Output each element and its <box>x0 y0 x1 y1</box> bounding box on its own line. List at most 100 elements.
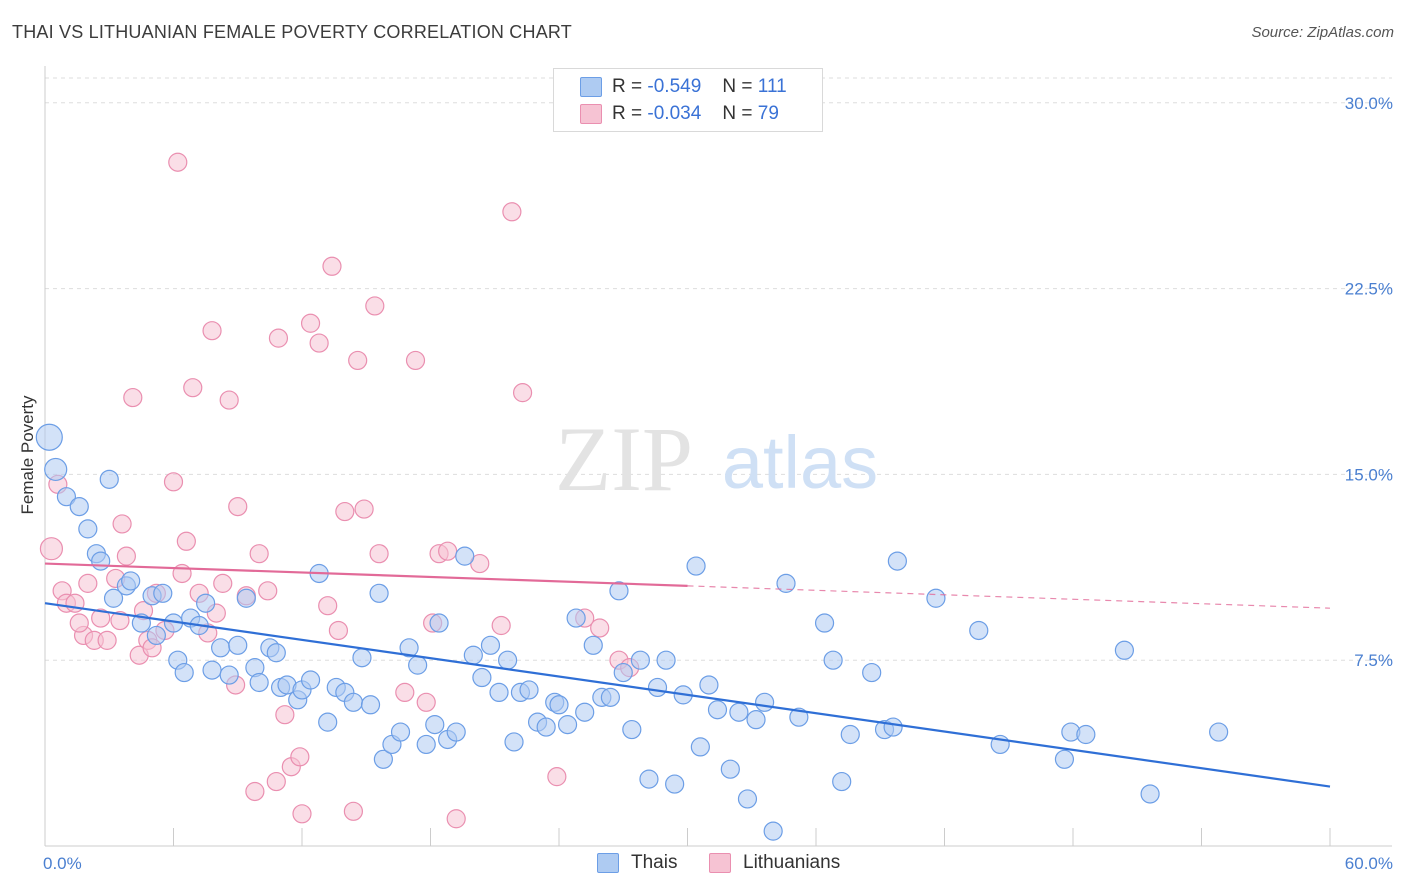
legend-label-lithuanians: Lithuanians <box>743 852 841 873</box>
lithuanians-point <box>343 801 363 821</box>
lithuanians-point <box>446 809 466 829</box>
lithuanians-point <box>268 328 289 348</box>
thais-point <box>1209 722 1229 742</box>
thais-point <box>609 581 629 601</box>
lithuanians-point <box>348 350 368 371</box>
thais-point <box>823 650 843 670</box>
thais-point <box>613 662 633 683</box>
thais-point <box>566 608 586 628</box>
thais-point <box>202 660 222 680</box>
lithuanians-point <box>91 608 111 628</box>
lithuanians-trend-line <box>44 562 688 587</box>
thais-point <box>174 662 194 683</box>
thais-point <box>622 719 642 740</box>
thais-point <box>519 680 539 700</box>
legend-swatch-lithuanians <box>709 853 731 873</box>
thais-point <box>266 643 286 663</box>
legend-r-label: R = <box>612 76 643 97</box>
thais-point <box>656 650 676 670</box>
chart-source: Source: ZipAtlas.com <box>1251 24 1394 41</box>
legend-r-value: -0.034 <box>647 103 702 124</box>
series-legend: Thais Lithuanians <box>0 852 1406 878</box>
legend-swatch-thais <box>597 853 619 873</box>
thais-point <box>472 667 492 688</box>
thais-point <box>690 737 710 757</box>
thais-point <box>699 675 719 695</box>
legend-r-label: R = <box>612 103 643 124</box>
thais-point <box>707 700 728 720</box>
legend-n-value: 111 <box>757 76 787 97</box>
thais-point <box>575 702 595 722</box>
y-tick-label: 15.0% <box>1345 465 1393 484</box>
thais-point <box>44 457 68 482</box>
legend-swatch-pink <box>580 104 602 124</box>
thais-point <box>408 655 428 675</box>
thais-point <box>729 702 749 722</box>
thais-point <box>776 573 796 593</box>
thais-point <box>489 682 509 703</box>
legend-n-label: N = <box>722 103 753 124</box>
thais-point <box>211 638 231 658</box>
lithuanians-trend-line-dashed <box>687 585 1331 609</box>
lithuanians-point <box>112 514 132 534</box>
legend-label-thais: Thais <box>631 852 678 873</box>
lithuanians-point <box>438 541 458 561</box>
thais-point <box>318 712 338 732</box>
thais-point <box>1054 749 1075 769</box>
thais-point <box>600 687 621 707</box>
thais-point <box>1140 784 1160 804</box>
lithuanians-point <box>65 593 85 613</box>
thais-point <box>352 648 372 668</box>
grid-lines <box>45 77 1392 661</box>
lithuanians-point <box>228 496 248 517</box>
thais-point <box>103 588 124 608</box>
thais-point <box>630 650 650 670</box>
x-tick-label: 60.0% <box>1345 854 1393 873</box>
thais-trend-line <box>44 602 1331 788</box>
thais-point <box>720 759 740 779</box>
lithuanians-point <box>491 615 511 636</box>
lithuanians-point <box>266 771 286 792</box>
lithuanians-point <box>213 573 233 593</box>
thais-point <box>78 519 98 539</box>
thais-point <box>840 724 860 745</box>
thais-point <box>343 692 363 712</box>
legend-item-thais[interactable]: Thais <box>597 852 677 874</box>
trend-lines <box>44 562 1331 788</box>
lithuanians-point <box>116 546 136 566</box>
thais-point <box>390 722 411 742</box>
thais-point <box>536 717 556 737</box>
thais-point <box>300 670 321 690</box>
thais-point <box>504 732 524 752</box>
lithuanians-point <box>590 618 610 638</box>
lithuanians-point <box>322 256 342 276</box>
thais-point <box>99 469 119 489</box>
watermark: ZIP atlas <box>555 408 878 510</box>
lithuanians-point <box>369 544 389 564</box>
thais-point <box>926 588 946 608</box>
lithuanians-point <box>300 313 321 333</box>
thais-point <box>737 789 758 809</box>
lithuanians-point <box>354 499 374 519</box>
thais-point <box>416 734 436 755</box>
lithuanians-point <box>547 767 567 787</box>
thais-point <box>236 588 256 608</box>
thais-point <box>219 665 239 685</box>
thais-point <box>56 487 77 507</box>
thais-point <box>832 771 852 792</box>
lithuanians-point <box>78 573 98 593</box>
chart-title: THAI VS LITHUANIAN FEMALE POVERTY CORREL… <box>12 22 572 42</box>
lithuanians-point <box>183 378 203 398</box>
thais-point <box>754 692 775 712</box>
thais-point <box>763 821 783 841</box>
thais-point <box>887 551 907 571</box>
lithuanians-point <box>163 472 184 492</box>
thais-point <box>228 635 248 655</box>
thais-point <box>746 710 766 730</box>
lithuanians-point <box>365 296 385 316</box>
thais-point <box>146 625 166 646</box>
legend-item-lithuanians[interactable]: Lithuanians <box>709 852 840 874</box>
thais-point <box>360 695 381 715</box>
thais-point <box>69 496 89 517</box>
thais-point <box>429 613 449 633</box>
